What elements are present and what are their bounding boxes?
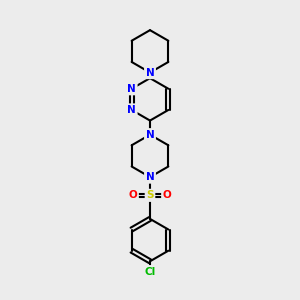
Text: N: N xyxy=(127,84,136,94)
Text: Cl: Cl xyxy=(144,267,156,277)
Text: S: S xyxy=(146,190,154,200)
Text: N: N xyxy=(146,130,154,140)
Text: O: O xyxy=(128,190,137,200)
Text: N: N xyxy=(146,68,154,78)
Text: N: N xyxy=(146,172,154,182)
Text: N: N xyxy=(127,105,136,115)
Text: O: O xyxy=(163,190,172,200)
